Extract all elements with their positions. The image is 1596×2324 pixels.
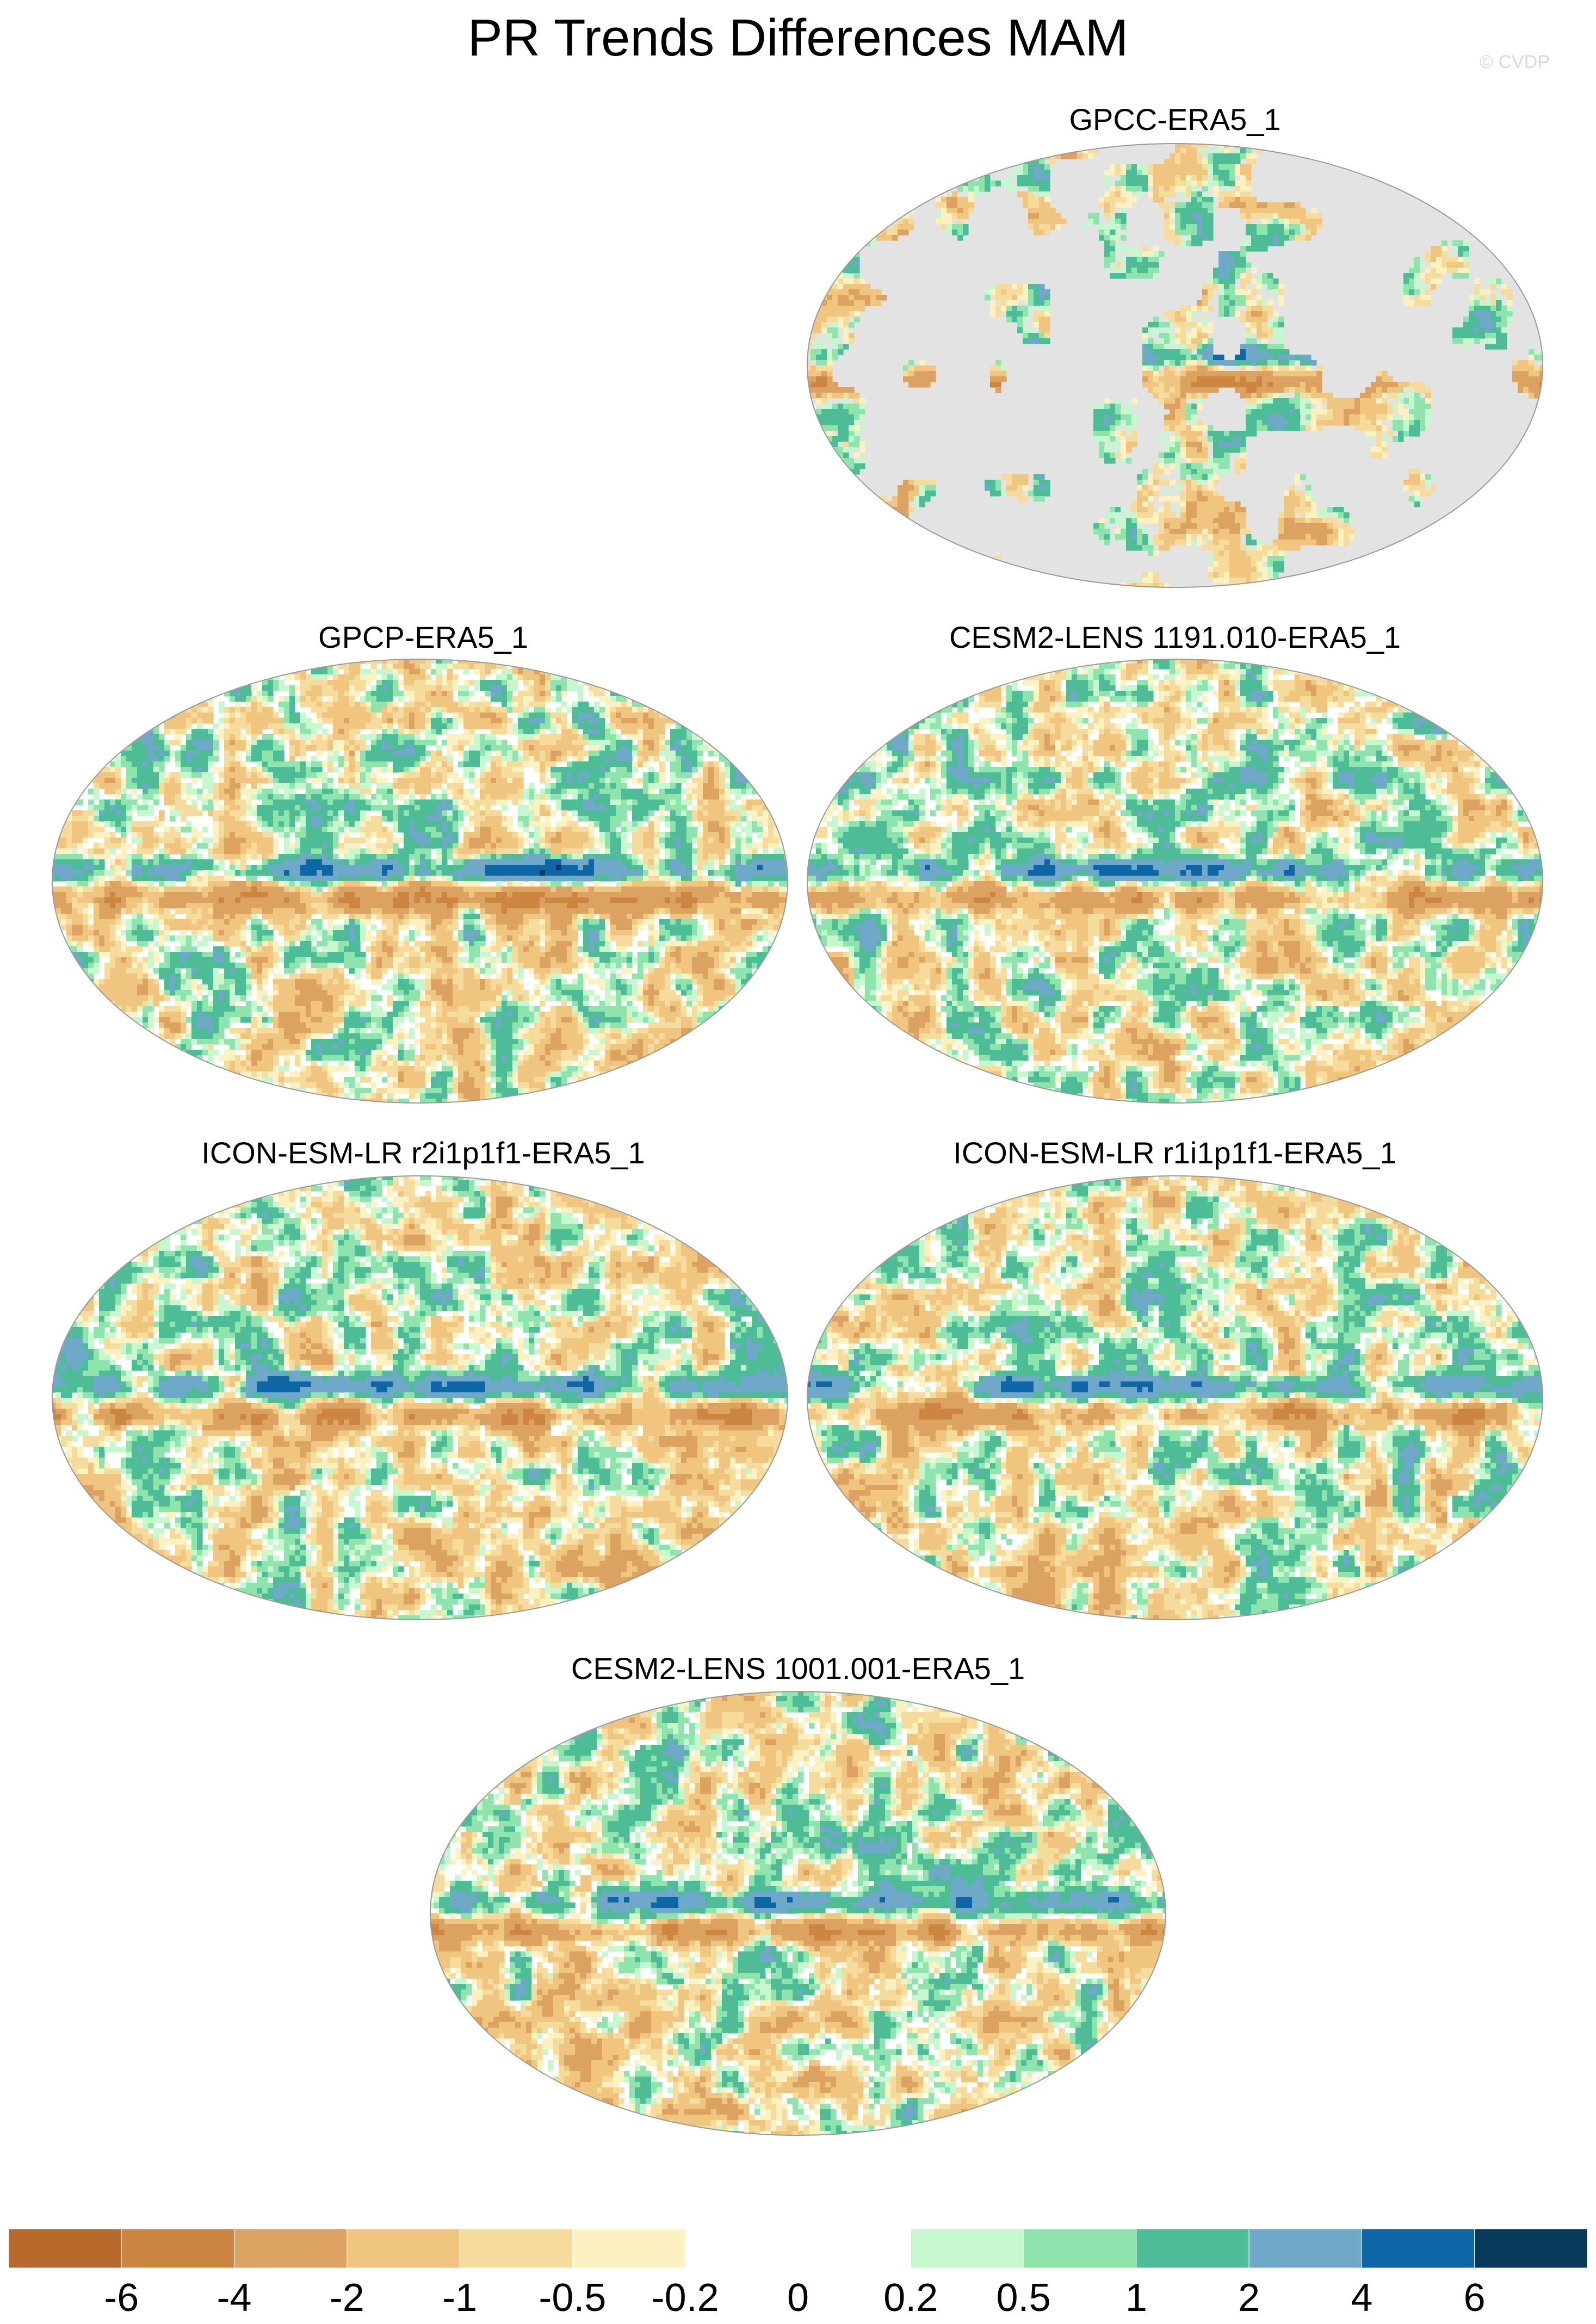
map-panel-gpcc: [807, 143, 1543, 588]
colorbar-tick-label: 0: [749, 2276, 847, 2320]
colorbar-bin: [1023, 2229, 1137, 2268]
panel-title-cesm2-1191: CESM2-LENS 1191.010-ERA5_1: [903, 620, 1447, 655]
panel-title-gpcp: GPCP-ERA5_1: [151, 620, 695, 655]
colorbar-tick-label: 6: [1426, 2276, 1524, 2320]
colorbar-bin: [459, 2229, 573, 2268]
panel-title-cesm2-1001: CESM2-LENS 1001.001-ERA5_1: [526, 1651, 1070, 1686]
colorbar-bin: [121, 2229, 235, 2268]
colorbar-tick-label: 4: [1313, 2276, 1411, 2320]
panel-title-icon-r1: ICON-ESM-LR r1i1p1f1-ERA5_1: [903, 1136, 1447, 1170]
colorbar-tick-label: -2: [298, 2276, 396, 2320]
colorbar-tick-label: -4: [185, 2276, 283, 2320]
map-panel-cesm2-1191: [807, 659, 1543, 1104]
colorbar: [9, 2229, 1587, 2268]
colorbar-bin: [797, 2229, 911, 2268]
colorbar-tick-label: 2: [1200, 2276, 1298, 2320]
colorbar-tick-label: 1: [1087, 2276, 1185, 2320]
map-panel-icon-r2: [52, 1175, 788, 1620]
map-panel-icon-r1: [807, 1175, 1543, 1620]
colorbar-bin: [1248, 2229, 1362, 2268]
map-panel-cesm2-1001: [430, 1691, 1166, 2136]
watermark: © CVDP: [1480, 52, 1550, 73]
colorbar-tick-label: -1: [411, 2276, 509, 2320]
colorbar-tick-label: -0.5: [523, 2276, 621, 2320]
panel-title-gpcc: GPCC-ERA5_1: [903, 102, 1447, 137]
map-panel-gpcp: [52, 659, 788, 1104]
colorbar-bin: [9, 2229, 122, 2268]
colorbar-bin: [1136, 2229, 1249, 2268]
page-title: PR Trends Differences MAM: [0, 5, 1596, 71]
colorbar-tick-label: 0.2: [862, 2276, 960, 2320]
colorbar-bin: [234, 2229, 348, 2268]
colorbar-bin: [347, 2229, 460, 2268]
colorbar-tick-label: 0.5: [975, 2276, 1073, 2320]
colorbar-bin: [1361, 2229, 1475, 2268]
colorbar-bin: [1474, 2229, 1587, 2268]
colorbar-bin: [685, 2229, 799, 2268]
colorbar-tick-label: -6: [72, 2276, 170, 2320]
colorbar-bin: [572, 2229, 686, 2268]
colorbar-tick-label: -0.2: [636, 2276, 734, 2320]
colorbar-bin: [910, 2229, 1024, 2268]
panel-title-icon-r2: ICON-ESM-LR r2i1p1f1-ERA5_1: [151, 1136, 695, 1170]
